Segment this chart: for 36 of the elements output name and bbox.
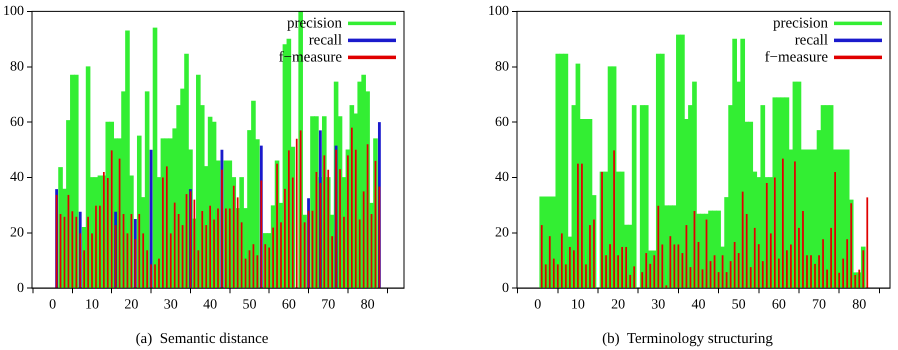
x-tick-label: 40 [691,297,706,312]
x-tick-label: 80 [360,297,375,312]
x-tick-label: 10 [570,297,585,312]
x-tick-label: 20 [611,297,626,312]
x-tick-label: 10 [85,297,100,312]
y-tick-label: 100 [488,4,509,20]
x-tick-label: 30 [651,297,666,312]
x-tick-label: 70 [812,297,826,312]
y-tick-label: 60 [495,114,509,130]
y-tick-label: 20 [10,226,24,241]
legend-label: recall [794,32,828,48]
x-tick-label: 70 [321,297,336,312]
x-tick-label: 0 [534,297,542,312]
text: (a) Semantic distance [136,330,269,347]
y-tick-label: 80 [10,59,24,74]
legend-label: recall [308,32,342,48]
y-tick-label: 80 [495,59,509,74]
x-tick-label: 60 [772,297,786,312]
x-tick-label: 80 [852,297,866,312]
y-tick-label: 0 [17,280,24,296]
y-tick-label: 0 [502,280,509,296]
x-tick-label: 60 [282,297,296,312]
text: (b) Terminology structuring [602,330,774,347]
y-tick-label: 100 [3,4,24,20]
legend-label: precision [773,15,828,32]
legend-label: f−measure [764,49,828,66]
x-tick-label: 50 [732,297,746,312]
x-tick-label: 40 [203,297,218,312]
x-tick-label: 50 [242,297,256,312]
y-tick-label: 40 [495,170,509,186]
x-tick-label: 0 [49,297,56,312]
y-tick-label: 40 [10,170,24,186]
y-tick-label: 60 [10,114,24,130]
x-tick-label: 20 [124,297,138,312]
x-tick-label: 30 [164,297,178,312]
y-tick-label: 20 [495,226,509,241]
